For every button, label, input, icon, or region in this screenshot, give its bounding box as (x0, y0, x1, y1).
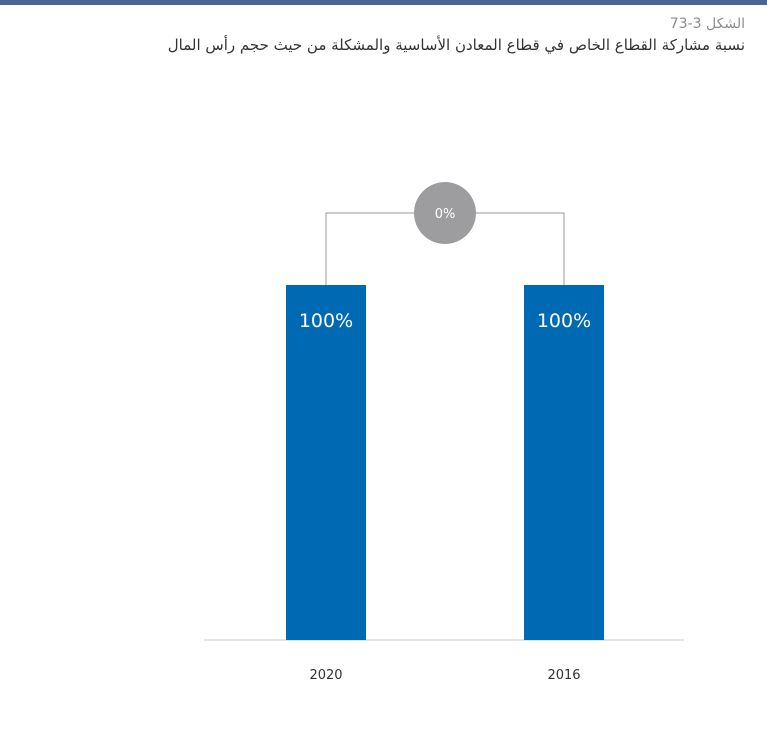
bar-value-label-2016: 100% (537, 310, 591, 332)
bar-value-label-2020: 100% (299, 310, 353, 332)
bar-2016 (524, 285, 604, 640)
change-indicator-label: 0% (435, 207, 456, 222)
x-tick-label-2020: 2020 (309, 668, 342, 683)
bar-2020 (286, 285, 366, 640)
x-tick-label-2016: 2016 (547, 668, 580, 683)
